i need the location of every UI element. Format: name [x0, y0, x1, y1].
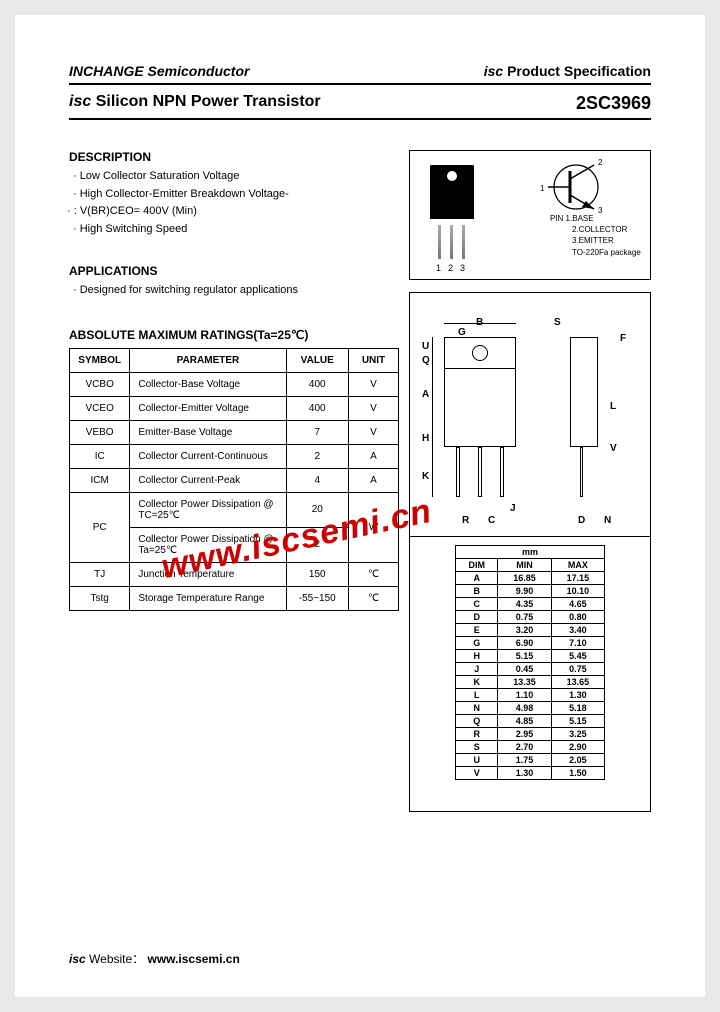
transistor-symbol-icon: 1 2 3	[540, 157, 630, 217]
title-row: isc Silicon NPN Power Transistor 2SC3969	[69, 93, 651, 114]
applications-section: APPLICATIONS Designed for switching regu…	[69, 264, 399, 300]
applications-list: Designed for switching regulator applica…	[73, 282, 399, 300]
table-row: H5.155.45	[456, 650, 605, 663]
ratings-heading: ABSOLUTE MAXIMUM RATINGS(Ta=25℃)	[69, 328, 399, 342]
product-title: isc Silicon NPN Power Transistor	[69, 93, 321, 114]
table-row: E3.203.40	[456, 624, 605, 637]
spec-label: isc Product Specification	[484, 63, 651, 79]
part-number: 2SC3969	[576, 93, 651, 114]
table-row: A16.8517.15	[456, 572, 605, 585]
footer: isc Website： www.iscsemi.cn	[69, 950, 240, 967]
table-row: ICMCollector Current-Peak4A	[70, 468, 399, 492]
table-row: K13.3513.65	[456, 676, 605, 689]
table-row: ICCollector Current-Continuous2A	[70, 444, 399, 468]
dimension-box: B G S F U Q A H K L V J R C D N	[409, 292, 651, 812]
package-icon: 1 2 3	[430, 165, 474, 225]
table-row: V1.301.50	[456, 767, 605, 780]
col-unit: UNIT	[348, 348, 398, 372]
col-value: VALUE	[286, 348, 348, 372]
table-row: VEBOEmitter-Base Voltage7V	[70, 420, 399, 444]
body: DESCRIPTION Low Collector Saturation Vol…	[69, 150, 651, 910]
col-parameter: PARAMETER	[130, 348, 286, 372]
left-column: DESCRIPTION Low Collector Saturation Vol…	[69, 150, 399, 611]
table-row: TJJunction Temperature150℃	[70, 562, 399, 586]
desc-item: Low Collector Saturation Voltage	[73, 168, 399, 186]
package-symbol-box: 1 2 3 1 2 3 PIN 1.BASE 2.CO	[409, 150, 651, 280]
table-row: D0.750.80	[456, 611, 605, 624]
footer-url: www.iscsemi.cn	[148, 952, 240, 966]
table-row: Q4.855.15	[456, 715, 605, 728]
description-heading: DESCRIPTION	[69, 150, 399, 164]
package-outline-drawing: B G S F U Q A H K L V J R C D N	[410, 293, 650, 537]
table-row: B9.9010.10	[456, 585, 605, 598]
divider	[69, 83, 651, 85]
desc-item: High Collector-Emitter Breakdown Voltage…	[73, 186, 399, 204]
header-row: INCHANGE Semiconductor isc Product Speci…	[69, 63, 651, 79]
applications-heading: APPLICATIONS	[69, 264, 399, 278]
datasheet-page: INCHANGE Semiconductor isc Product Speci…	[15, 15, 705, 997]
dim-unit: mm	[456, 546, 605, 559]
table-row: G6.907.10	[456, 637, 605, 650]
table-row: VCBOCollector-Base Voltage400V	[70, 372, 399, 396]
ratings-table: SYMBOL PARAMETER VALUE UNIT VCBOCollecto…	[69, 348, 399, 611]
col-symbol: SYMBOL	[70, 348, 130, 372]
table-row: R2.953.25	[456, 728, 605, 741]
table-row: L1.101.30	[456, 689, 605, 702]
table-row: PCCollector Power Dissipation @ TC=25℃20…	[70, 492, 399, 527]
table-row: U1.752.05	[456, 754, 605, 767]
right-column: 1 2 3 1 2 3 PIN 1.BASE 2.CO	[409, 150, 651, 812]
table-header-row: SYMBOL PARAMETER VALUE UNIT	[70, 348, 399, 372]
app-item: Designed for switching regulator applica…	[73, 282, 399, 300]
table-row: S2.702.90	[456, 741, 605, 754]
table-row: C4.354.65	[456, 598, 605, 611]
dimensions-table: mm DIMMINMAX A16.8517.15 B9.9010.10 C4.3…	[455, 545, 605, 780]
desc-item: High Switching Speed	[73, 221, 399, 239]
svg-text:2: 2	[598, 158, 603, 167]
description-list: Low Collector Saturation Voltage High Co…	[73, 168, 399, 238]
desc-item: : V(BR)CEO= 400V (Min)	[67, 203, 399, 221]
divider	[69, 118, 651, 120]
svg-text:1: 1	[540, 184, 545, 193]
table-row: TstgStorage Temperature Range-55~150℃	[70, 586, 399, 610]
company-name: INCHANGE Semiconductor	[69, 63, 249, 79]
table-row: N4.985.18	[456, 702, 605, 715]
table-header-row: DIMMINMAX	[456, 559, 605, 572]
table-row: VCEOCollector-Emitter Voltage400V	[70, 396, 399, 420]
table-row: J0.450.75	[456, 663, 605, 676]
pin-legend: PIN 1.BASE 2.COLLECTOR 3.EMITTER TO-220F…	[550, 213, 641, 258]
